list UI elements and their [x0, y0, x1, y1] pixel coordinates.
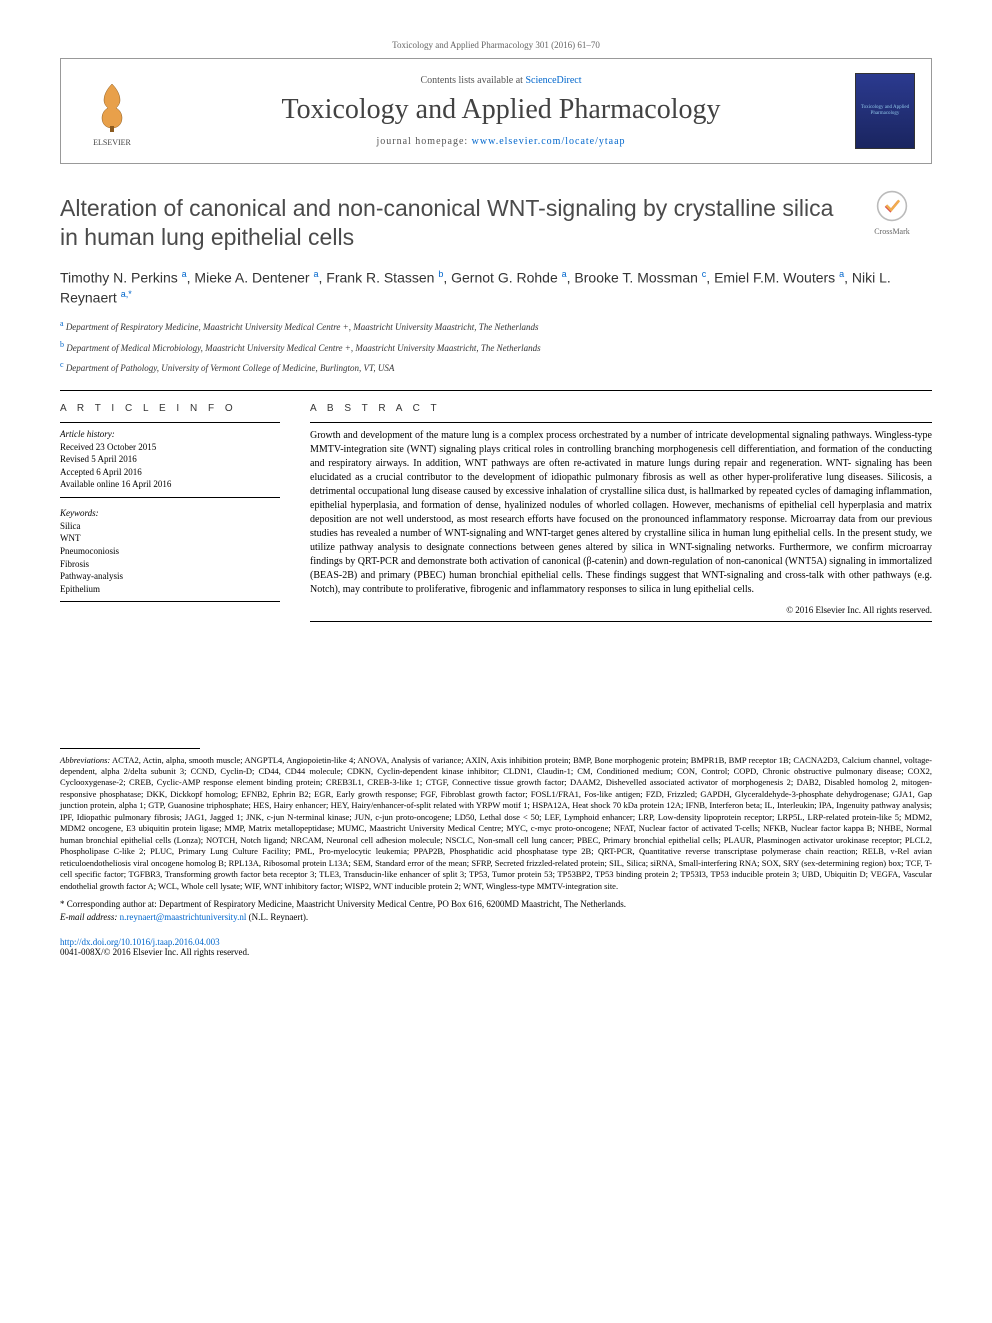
affiliation: a Department of Respiratory Medicine, Ma… [60, 318, 932, 335]
info-divider [60, 422, 280, 423]
corresponding-email-link[interactable]: n.reynaert@maastrichtuniversity.nl [120, 912, 247, 922]
footer-divider [60, 748, 200, 749]
journal-homepage: journal homepage: www.elsevier.com/locat… [163, 136, 839, 147]
crossmark-badge[interactable]: CrossMark [852, 190, 932, 236]
abstract-column: A B S T R A C T Growth and development o… [310, 403, 932, 628]
affiliation: c Department of Pathology, University of… [60, 359, 932, 376]
elsevier-logo: ELSEVIER [77, 71, 147, 151]
article-info-heading: A R T I C L E I N F O [60, 403, 280, 414]
article-title: Alteration of canonical and non-canonica… [60, 194, 840, 252]
contents-available: Contents lists available at ScienceDirec… [163, 75, 839, 86]
history-list: Received 23 October 2015Revised 5 April … [60, 441, 280, 491]
doi-line: http://dx.doi.org/10.1016/j.taap.2016.04… [60, 937, 932, 947]
elsevier-label: ELSEVIER [93, 138, 131, 147]
info-divider-3 [60, 601, 280, 602]
corr-marker: * [60, 899, 65, 909]
corr-address: Department of Respiratory Medicine, Maas… [159, 899, 626, 909]
history-item: Accepted 6 April 2016 [60, 466, 280, 479]
affiliations: a Department of Respiratory Medicine, Ma… [60, 318, 932, 376]
abstract-text: Growth and development of the mature lun… [310, 429, 932, 597]
crossmark-label: CrossMark [852, 227, 932, 236]
elsevier-tree-icon [82, 76, 142, 136]
contents-prefix: Contents lists available at [420, 75, 525, 86]
info-divider-2 [60, 497, 280, 498]
history-item: Available online 16 April 2016 [60, 478, 280, 491]
article-page: Toxicology and Applied Pharmacology 301 … [0, 0, 992, 997]
keyword-item: Pathway-analysis [60, 570, 280, 583]
abstract-copyright: © 2016 Elsevier Inc. All rights reserved… [310, 605, 932, 615]
corresponding-author: * Corresponding author at: Department of… [60, 898, 932, 923]
journal-header: ELSEVIER Contents lists available at Sci… [60, 58, 932, 164]
keyword-item: Pneumoconiosis [60, 545, 280, 558]
keyword-item: Epithelium [60, 583, 280, 596]
email-suffix: (N.L. Reynaert). [246, 912, 308, 922]
abbreviations-label: Abbreviations: [60, 755, 110, 765]
keyword-item: WNT [60, 532, 280, 545]
journal-reference: Toxicology and Applied Pharmacology 301 … [60, 40, 932, 50]
history-item: Revised 5 April 2016 [60, 453, 280, 466]
abstract-heading: A B S T R A C T [310, 403, 932, 414]
history-item: Received 23 October 2015 [60, 441, 280, 454]
keywords-list: SilicaWNTPneumoconiosisFibrosisPathway-a… [60, 520, 280, 596]
issn-line: 0041-008X/© 2016 Elsevier Inc. All right… [60, 947, 932, 957]
crossmark-icon [876, 190, 908, 222]
email-label: E-mail address: [60, 912, 120, 922]
journal-cover-thumbnail: Toxicology and Applied Pharmacology [855, 73, 915, 149]
author-list: Timothy N. Perkins a, Mieke A. Dentener … [60, 268, 932, 309]
keyword-item: Fibrosis [60, 558, 280, 571]
cover-text: Toxicology and Applied Pharmacology [856, 103, 914, 119]
article-info-column: A R T I C L E I N F O Article history: R… [60, 403, 280, 628]
history-label: Article history: [60, 429, 280, 439]
corr-label: Corresponding author at: [67, 899, 159, 909]
doi-link[interactable]: http://dx.doi.org/10.1016/j.taap.2016.04… [60, 937, 220, 947]
header-center: Contents lists available at ScienceDirec… [163, 75, 839, 147]
abbreviations-text: ACTA2, Actin, alpha, smooth muscle; ANGP… [60, 755, 932, 891]
info-abstract-row: A R T I C L E I N F O Article history: R… [60, 403, 932, 628]
abstract-divider [310, 422, 932, 423]
affiliation: b Department of Medical Microbiology, Ma… [60, 339, 932, 356]
section-divider [60, 390, 932, 391]
sciencedirect-link[interactable]: ScienceDirect [525, 75, 581, 86]
homepage-link[interactable]: www.elsevier.com/locate/ytaap [472, 136, 626, 147]
abbreviations-section: Abbreviations: ACTA2, Actin, alpha, smoo… [60, 748, 932, 893]
homepage-prefix: journal homepage: [376, 136, 471, 147]
keywords-label: Keywords: [60, 508, 280, 518]
abstract-divider-2 [310, 621, 932, 622]
keyword-item: Silica [60, 520, 280, 533]
journal-title: Toxicology and Applied Pharmacology [163, 94, 839, 126]
